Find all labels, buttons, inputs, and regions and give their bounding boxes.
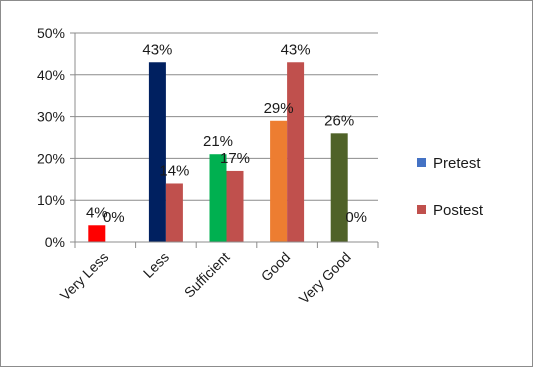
bars <box>88 62 348 243</box>
bar-pretest <box>330 133 348 242</box>
x-tick-label: Very Less <box>57 249 112 304</box>
bar-pretest <box>209 154 227 242</box>
y-axis: 0% 10% 20% 30% 40% 50% <box>37 25 76 250</box>
data-label-pretest: 21% <box>203 133 233 150</box>
x-tick-label: Good <box>258 249 294 285</box>
data-label-postest: 43% <box>281 41 311 58</box>
legend-label-postest: Postest <box>433 202 484 219</box>
bar-postest <box>287 62 305 243</box>
legend-swatch-postest <box>417 205 426 214</box>
y-tick-label: 0% <box>45 234 65 250</box>
legend-label-pretest: Pretest <box>433 155 481 172</box>
bar-pretest <box>270 120 288 242</box>
data-label-postest: 0% <box>345 209 367 226</box>
y-tick-label: 20% <box>37 150 65 166</box>
bar-postest <box>165 183 183 242</box>
data-label-pretest: 29% <box>264 100 294 117</box>
legend-swatch-pretest <box>417 158 426 167</box>
data-label-postest: 0% <box>103 209 125 226</box>
data-label-pretest: 4% <box>86 204 108 221</box>
y-tick-label: 30% <box>37 109 65 125</box>
x-tick-label: Sufficient <box>181 249 233 301</box>
y-tick-label: 10% <box>37 192 65 208</box>
data-label-pretest: 26% <box>324 112 354 129</box>
x-tick-label: Less <box>140 249 172 281</box>
x-tick-label: Very Good <box>296 249 354 307</box>
bar-pretest <box>88 225 106 242</box>
legend: Pretest Postest <box>417 155 484 219</box>
y-tick-label: 50% <box>37 25 65 41</box>
bar-postest <box>226 170 244 242</box>
data-labels: 4%0%43%14%21%17%29%43%26%0% <box>86 41 367 226</box>
y-tick-label: 40% <box>37 67 65 83</box>
data-label-pretest: 43% <box>142 41 172 58</box>
data-label-postest: 14% <box>159 162 189 179</box>
bar-pretest <box>148 62 166 243</box>
data-label-postest: 17% <box>220 150 250 167</box>
x-axis: Very Less Less Sufficient Good Very Good <box>57 241 379 307</box>
